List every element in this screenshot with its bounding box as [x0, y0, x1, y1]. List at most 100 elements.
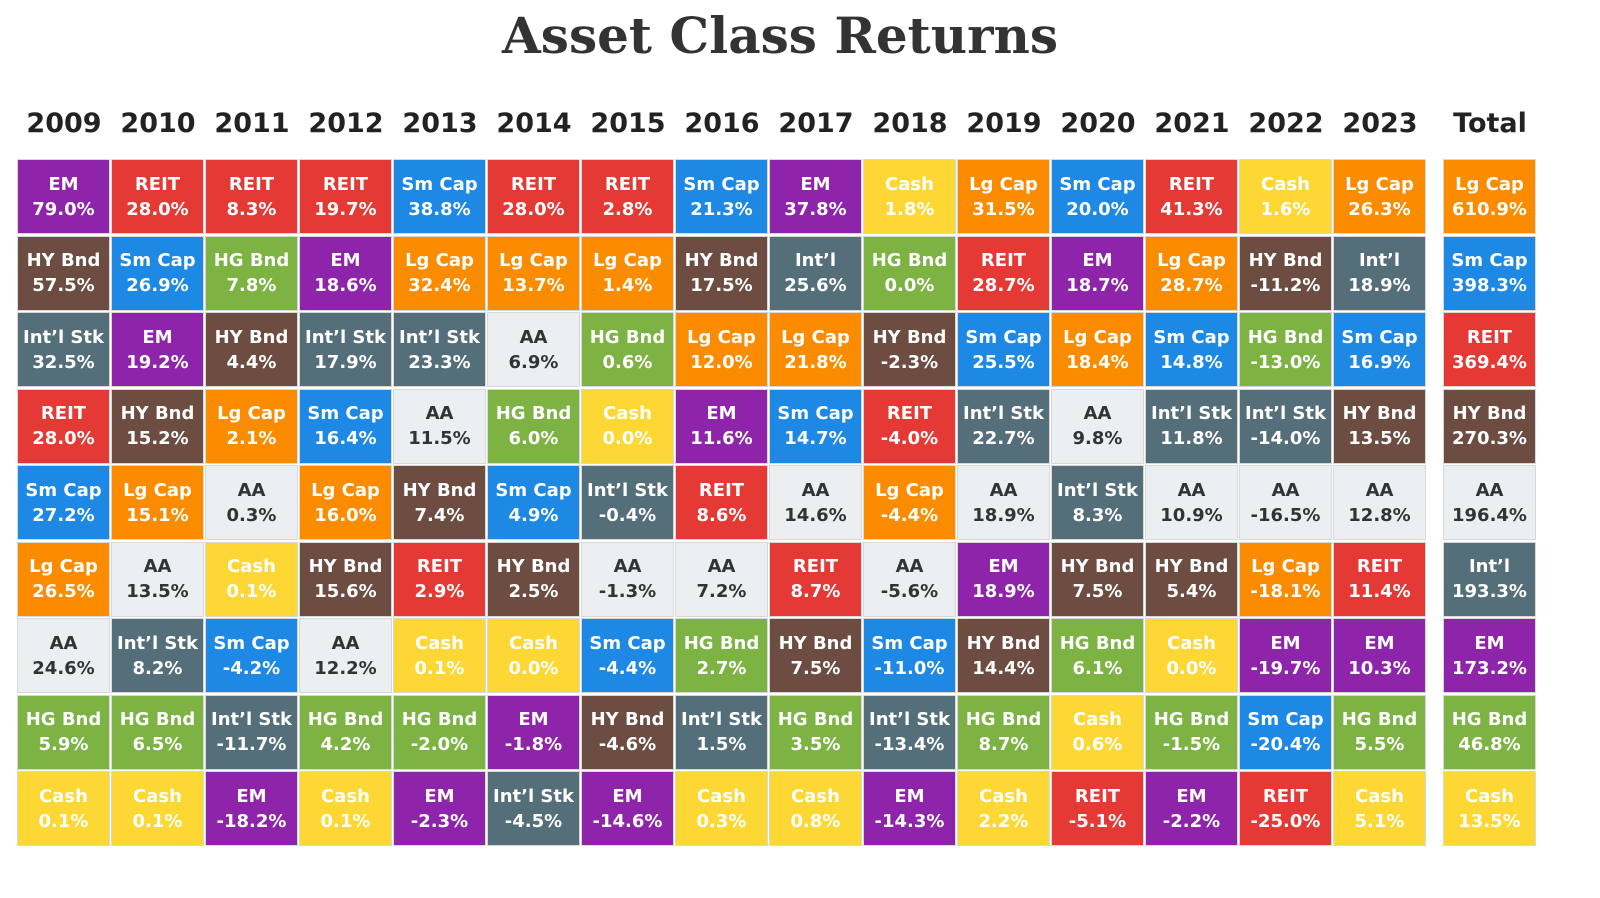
asset-cell: HG Bnd 46.8%	[1443, 694, 1536, 770]
return-value: -4.4%	[880, 504, 939, 526]
return-value: 21.8%	[784, 351, 847, 373]
asset-label: REIT	[604, 173, 651, 195]
return-value: -14.3%	[874, 810, 945, 832]
return-value: 12.2%	[314, 657, 377, 679]
return-value: 19.2%	[126, 351, 189, 373]
asset-label: HG Bnd	[1059, 632, 1136, 654]
asset-label: Lg Cap	[593, 250, 662, 271]
return-value: 14.7%	[784, 428, 847, 449]
return-value: 26.5%	[32, 581, 95, 602]
return-value: 0.8%	[790, 810, 841, 832]
asset-cell: REIT 11.4%	[1333, 541, 1426, 617]
asset-label: HG Bnd	[119, 709, 196, 730]
asset-label: HG Bnd	[213, 250, 290, 271]
asset-label: AA	[143, 556, 172, 577]
return-value: 270.3%	[1452, 428, 1527, 449]
asset-label: Int’l Stk	[1151, 403, 1232, 424]
asset-cell: Int’l Stk 11.8%	[1145, 388, 1238, 464]
asset-label: REIT	[886, 403, 933, 424]
asset-cell: Cash 1.8%	[863, 159, 956, 234]
asset-cell: HY Bnd 13.5%	[1333, 388, 1426, 464]
column-header: 2021	[1154, 108, 1230, 139]
column-header: 2015	[590, 108, 666, 139]
return-value: 5.1%	[1354, 810, 1405, 832]
asset-label: REIT	[228, 173, 275, 195]
asset-cell: EM 18.6%	[299, 235, 392, 311]
return-value: -14.0%	[1250, 428, 1321, 449]
asset-cell: HG Bnd 4.2%	[299, 694, 392, 770]
asset-label: REIT	[134, 173, 181, 195]
asset-cell: REIT 28.7%	[957, 235, 1050, 311]
asset-cell: Cash 0.1%	[111, 771, 204, 846]
return-value: 1.6%	[1260, 198, 1311, 220]
return-value: 8.6%	[696, 504, 747, 526]
asset-cell: HG Bnd 8.7%	[957, 694, 1050, 770]
asset-cell: Lg Cap 2.1%	[205, 388, 298, 464]
asset-cell: Sm Cap -20.4%	[1239, 694, 1332, 770]
asset-label: Int’l Stk	[23, 326, 104, 348]
return-value: 1.4%	[602, 275, 653, 296]
asset-label: Sm Cap	[119, 250, 196, 271]
asset-label: AA	[613, 556, 642, 577]
asset-cell: Lg Cap 1.4%	[581, 235, 674, 311]
asset-label: HY Bnd	[684, 250, 759, 271]
asset-cell: HG Bnd 5.9%	[17, 694, 110, 770]
asset-label: HY Bnd	[402, 479, 477, 501]
asset-cell: HY Bnd -11.2%	[1239, 235, 1332, 311]
return-value: 19.7%	[314, 198, 377, 220]
column-header: 2017	[778, 108, 854, 139]
return-value: 20.0%	[1066, 198, 1129, 220]
return-value: 28.0%	[502, 198, 565, 220]
asset-cell: HG Bnd 6.1%	[1051, 618, 1144, 693]
return-value: 18.4%	[1066, 351, 1129, 373]
asset-cell: HG Bnd 6.5%	[111, 694, 204, 770]
return-value: -18.1%	[1250, 581, 1321, 602]
asset-cell: HY Bnd -2.3%	[863, 312, 956, 387]
return-value: 16.0%	[314, 504, 377, 526]
asset-label: Sm Cap	[25, 479, 102, 501]
return-value: 21.3%	[690, 198, 753, 220]
return-value: 18.9%	[972, 581, 1035, 602]
asset-cell: Lg Cap 26.5%	[17, 541, 110, 617]
asset-label: REIT	[1074, 785, 1121, 807]
asset-cell: Int’l Stk 8.2%	[111, 618, 204, 693]
asset-label: Lg Cap	[687, 326, 756, 348]
asset-cell: AA 13.5%	[111, 541, 204, 617]
return-value: 37.8%	[784, 198, 847, 220]
asset-label: AA	[989, 479, 1018, 501]
return-value: 0.0%	[602, 428, 653, 449]
return-value: 10.3%	[1348, 657, 1411, 679]
asset-label: Int’l	[1358, 250, 1401, 271]
asset-label: Cash	[39, 785, 88, 807]
asset-cell: REIT -4.0%	[863, 388, 956, 464]
asset-cell: EM -14.3%	[863, 771, 956, 846]
return-value: 0.1%	[132, 810, 183, 832]
asset-label: HY Bnd	[308, 556, 383, 577]
return-value: -11.0%	[874, 657, 945, 679]
asset-label: Sm Cap	[213, 632, 290, 654]
asset-cell: Int’l 25.6%	[769, 235, 862, 311]
return-value: -11.7%	[216, 734, 287, 755]
return-value: 15.1%	[126, 504, 189, 526]
asset-label: Int’l Stk	[681, 709, 762, 730]
column-header: 2019	[966, 108, 1042, 139]
asset-cell: HY Bnd 7.5%	[769, 618, 862, 693]
return-value: -13.0%	[1250, 351, 1321, 373]
asset-cell: Lg Cap 610.9%	[1443, 159, 1536, 234]
asset-cell: Sm Cap 14.7%	[769, 388, 862, 464]
return-value: 12.0%	[690, 351, 753, 373]
return-value: 6.9%	[508, 351, 559, 373]
asset-label: AA	[1475, 479, 1504, 501]
return-value: 9.8%	[1072, 428, 1123, 449]
asset-label: Cash	[1355, 785, 1404, 807]
asset-cell: EM 79.0%	[17, 159, 110, 234]
asset-label: Cash	[1073, 709, 1122, 730]
column-header: 2023	[1342, 108, 1418, 139]
asset-label: EM	[48, 173, 79, 195]
asset-label: HY Bnd	[120, 403, 195, 424]
return-value: 31.5%	[972, 198, 1035, 220]
return-value: 11.4%	[1348, 581, 1411, 602]
asset-cell: Lg Cap 21.8%	[769, 312, 862, 387]
asset-label: Int’l Stk	[869, 709, 950, 730]
asset-cell: HG Bnd 5.5%	[1333, 694, 1426, 770]
